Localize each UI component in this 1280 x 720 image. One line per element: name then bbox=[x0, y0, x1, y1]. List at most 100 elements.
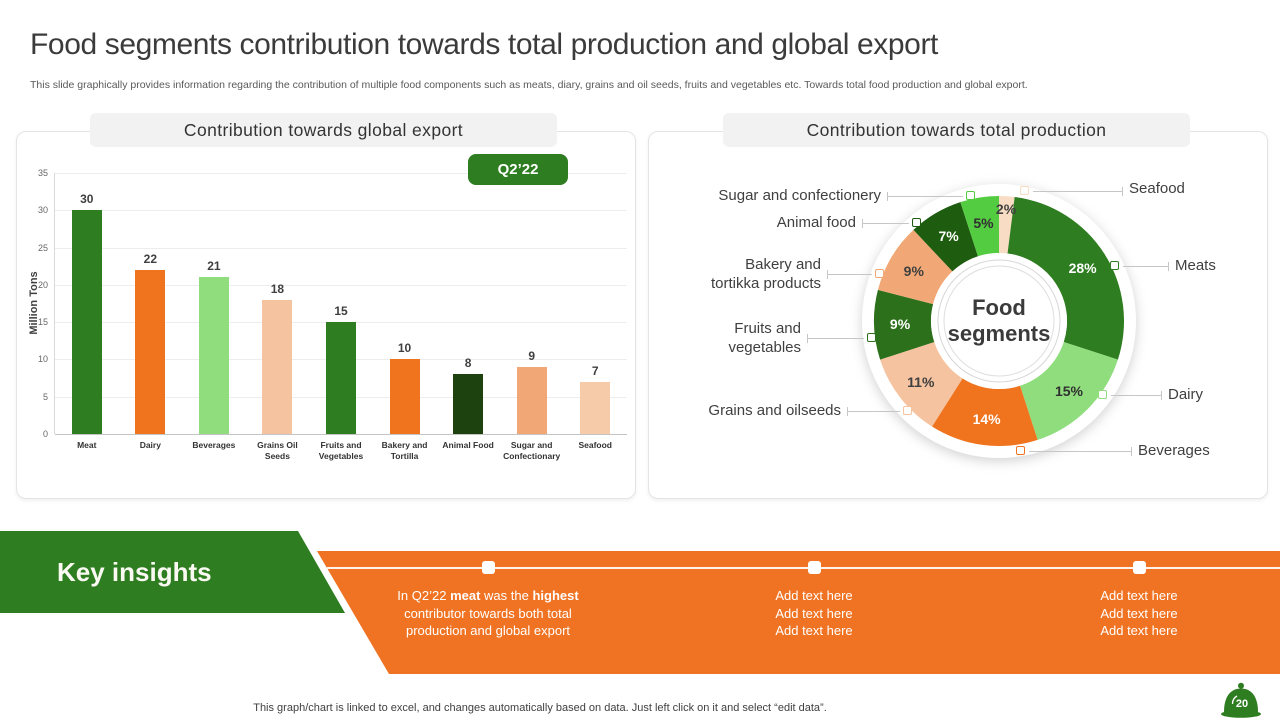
gridline bbox=[55, 210, 627, 212]
donut-label-dairy: Dairy bbox=[1168, 386, 1204, 403]
insight-column-3[interactable]: Add text here Add text here Add text here bbox=[1100, 588, 1178, 638]
leader-line-sugar bbox=[887, 192, 963, 201]
bar-chart-plot[interactable]: 30 Meat 22 Dairy 21 Beverages 18 Grains Oil See… bbox=[54, 173, 627, 461]
bar-Sugar and Confectionary[interactable] bbox=[516, 366, 547, 434]
y-tick-label: 10 bbox=[37, 354, 48, 365]
bar-value-label: 15 bbox=[334, 304, 348, 319]
footer-note: This graph/chart is linked to excel, and… bbox=[253, 702, 827, 714]
donut-inner-ring-outer bbox=[937, 259, 1061, 383]
donut-label-animal-food: Animal food bbox=[776, 214, 856, 231]
y-tick-label: 5 bbox=[42, 391, 48, 402]
bar-Meat[interactable] bbox=[71, 210, 102, 434]
bar-category-label: Seafood bbox=[578, 440, 612, 450]
donut-percent-label: 9% bbox=[889, 316, 911, 333]
leader-line-animal-food bbox=[862, 219, 909, 228]
bar-Grains Oil Seeds[interactable] bbox=[262, 299, 293, 434]
bar-category-label: Meat bbox=[77, 440, 97, 450]
y-tick-label: 25 bbox=[37, 242, 48, 253]
donut-percent-label: 5% bbox=[973, 215, 994, 232]
insight-column-1: In Q2’22 meat was the highest contributor… bbox=[397, 588, 579, 638]
donut-label-grains-and-oilseeds: Grains and oilseeds bbox=[708, 402, 841, 419]
donut-percent-label: 9% bbox=[903, 262, 924, 279]
y-tick-label: 20 bbox=[37, 279, 48, 290]
donut-label-sugar-and-confectionery: Sugar and confectionery bbox=[718, 187, 881, 204]
bar-Fruits and Vegetables[interactable] bbox=[326, 322, 356, 434]
bar-category-label: Bakery and Tortilla bbox=[381, 440, 428, 461]
cloche-page-number-icon: 20 bbox=[1221, 682, 1261, 718]
insights-green-banner bbox=[0, 531, 345, 613]
y-tick-label: 30 bbox=[37, 205, 48, 216]
slice-marker-meats bbox=[1110, 261, 1119, 270]
page-number: 20 bbox=[1236, 698, 1248, 710]
leader-line-dairy bbox=[1111, 391, 1162, 400]
gridline bbox=[55, 247, 627, 249]
donut-percent-label: 11% bbox=[907, 373, 935, 390]
bar-Bakery and Tortilla[interactable] bbox=[389, 359, 420, 434]
donut-slice-Grains and oilseeds[interactable] bbox=[880, 342, 963, 427]
timeline-marker-2 bbox=[807, 561, 821, 574]
leader-line-bakery bbox=[827, 270, 872, 279]
y-tick-label: 15 bbox=[37, 317, 48, 328]
bar-value-label: 7 bbox=[591, 363, 599, 378]
donut-percent-label: 28% bbox=[1068, 259, 1097, 276]
page-title: Food segments contribution towards total… bbox=[30, 28, 938, 61]
bar-category-label: Beverages bbox=[192, 440, 236, 450]
slice-marker-bakery bbox=[875, 269, 884, 278]
slice-marker-dairy bbox=[1098, 390, 1107, 399]
donut-chart-card[interactable]: 2% 28% 15% 14% 11% 9% 9% 7% 5% Food segments Sug… bbox=[648, 131, 1268, 499]
bar-Seafood[interactable] bbox=[580, 381, 611, 434]
bar-Beverages[interactable] bbox=[198, 277, 229, 434]
donut-inner-ring-inner bbox=[943, 265, 1055, 377]
donut-label-meats: Meats bbox=[1175, 257, 1216, 274]
bar-value-label: 21 bbox=[207, 259, 221, 274]
donut-label-seafood: Seafood bbox=[1129, 180, 1185, 197]
donut-center-label: Food segments bbox=[947, 295, 1051, 346]
bar-value-label: 18 bbox=[270, 281, 285, 296]
donut-label-bakery-and-tortikka-products: Bakery and tortikka products bbox=[710, 256, 821, 292]
leader-line-beverages bbox=[1029, 447, 1132, 456]
donut-percent-label: 15% bbox=[1054, 383, 1084, 399]
donut-slice-Dairy[interactable] bbox=[1020, 342, 1118, 440]
slice-marker-grains bbox=[903, 406, 912, 415]
donut-slice-Bakery and tortikka products[interactable] bbox=[877, 229, 953, 305]
bar-value-label: 10 bbox=[397, 341, 412, 356]
bar-category-label: Animal Food bbox=[442, 440, 494, 450]
bar-category-label: Grains Oil Seeds bbox=[257, 440, 298, 461]
gridline bbox=[55, 173, 627, 174]
donut-slice-Seafood[interactable] bbox=[999, 196, 1015, 254]
page-subtitle: This slide graphically provides informat… bbox=[30, 79, 1028, 91]
leader-line-fruits bbox=[807, 334, 864, 343]
donut-slices bbox=[874, 196, 1124, 446]
gridline bbox=[55, 284, 627, 286]
slice-marker-beverages bbox=[1016, 446, 1025, 455]
donut-hole bbox=[931, 253, 1067, 389]
insight-column-2[interactable]: Add text here Add text here Add text here bbox=[775, 588, 853, 638]
bar-chart-card[interactable]: Million Tons 0 5 10 15 20 25 30 35 30 Meat 22 Dair… bbox=[16, 131, 636, 499]
key-insights-heading: Key insights bbox=[57, 556, 212, 587]
donut-percent-label: 7% bbox=[938, 227, 959, 244]
donut-slice-Animal food[interactable] bbox=[913, 202, 978, 272]
bar-Animal Food[interactable] bbox=[453, 374, 484, 434]
donut-slice-Sugar and confectionery[interactable] bbox=[960, 196, 999, 257]
donut-slice-Meats[interactable] bbox=[1007, 196, 1124, 360]
bar-category-label: Dairy bbox=[139, 440, 161, 450]
slice-marker-animal-food bbox=[912, 218, 921, 227]
timeline-marker-1 bbox=[481, 561, 495, 574]
gridline bbox=[55, 434, 627, 435]
leader-line-meats bbox=[1123, 262, 1169, 271]
bar-value-label: 9 bbox=[528, 348, 535, 363]
y-tick-label: 0 bbox=[42, 429, 48, 439]
donut-label-beverages: Beverages bbox=[1138, 442, 1210, 459]
bar-value-label: 8 bbox=[464, 356, 472, 371]
slice-marker-fruits bbox=[867, 333, 876, 342]
bar-value-label: 22 bbox=[143, 251, 157, 266]
insights-orange-banner bbox=[317, 551, 1280, 674]
donut-percent-label: 2% bbox=[995, 201, 1017, 218]
donut-svg[interactable] bbox=[649, 132, 1267, 498]
donut-slice-Fruits and vegetables[interactable] bbox=[874, 289, 935, 360]
donut-slice-Beverages[interactable] bbox=[932, 378, 1038, 446]
insights-timeline bbox=[327, 567, 1280, 569]
donut-percent-label: 14% bbox=[972, 411, 1001, 428]
bar-Dairy[interactable] bbox=[135, 269, 166, 434]
leader-line-seafood bbox=[1033, 187, 1123, 196]
